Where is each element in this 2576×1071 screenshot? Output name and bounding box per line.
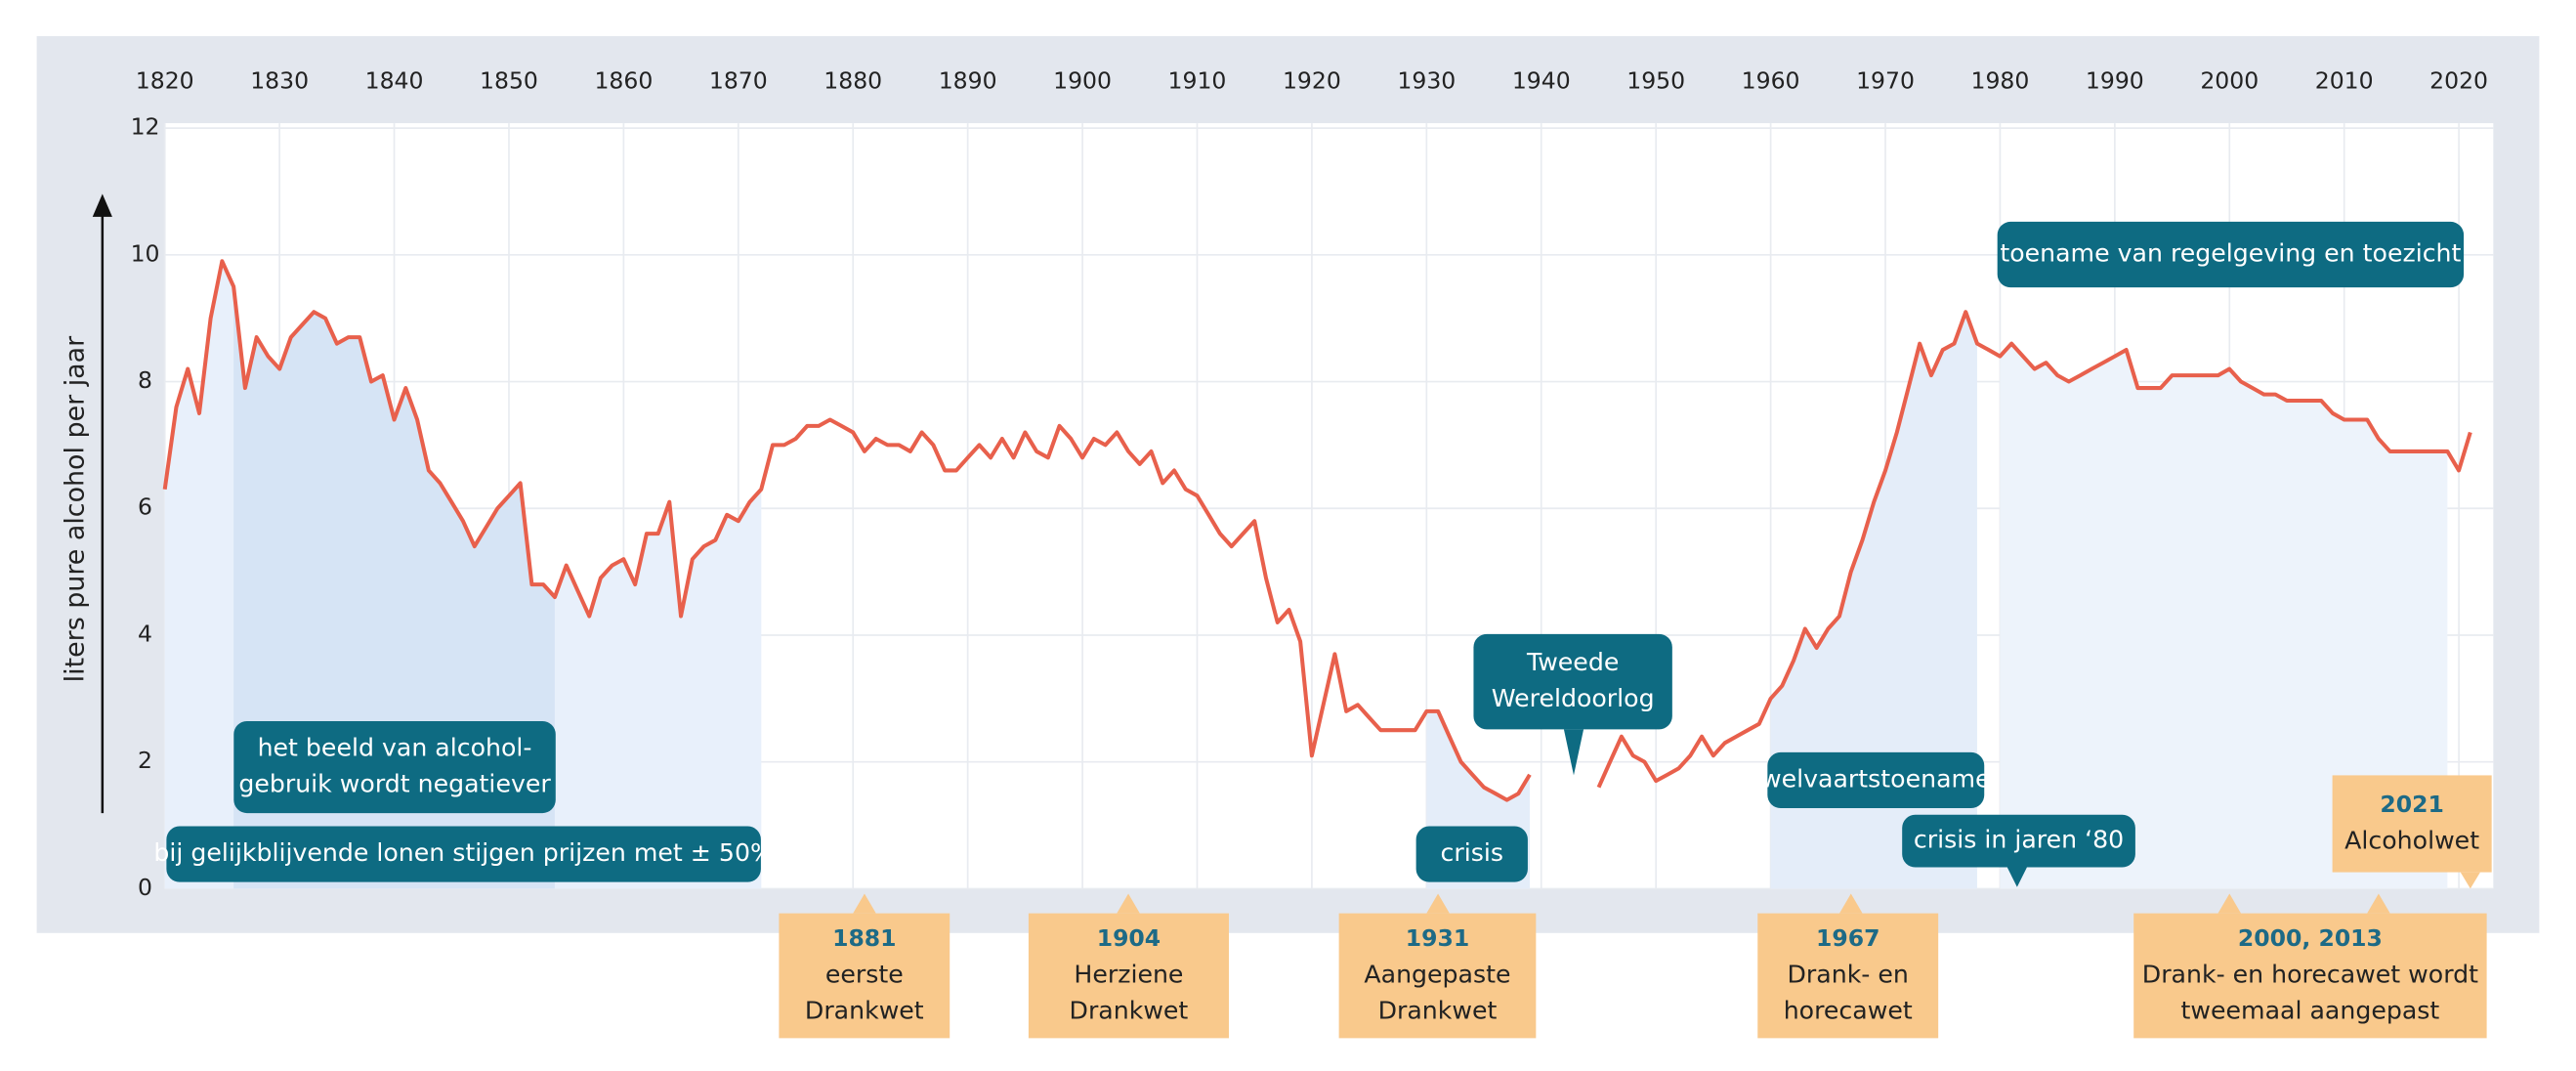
y-tick-label: 0 bbox=[138, 874, 152, 901]
y-axis-label: liters pure alcohol per jaar bbox=[60, 335, 90, 682]
event-text: Aangepaste bbox=[1364, 961, 1510, 989]
period-band bbox=[2000, 343, 2448, 889]
y-axis-arrowhead bbox=[92, 193, 112, 217]
event-text: Drankwet bbox=[1378, 996, 1498, 1024]
y-tick-label: 10 bbox=[131, 239, 160, 267]
event-box bbox=[1028, 913, 1229, 1039]
callout-box bbox=[1415, 826, 1528, 882]
callout-text: Tweede bbox=[1526, 648, 1619, 676]
callout-text: bij gelijkblijvende lonen stijgen prijze… bbox=[153, 838, 774, 867]
x-tick-label: 1960 bbox=[1742, 67, 1800, 95]
y-tick-label: 8 bbox=[138, 366, 152, 394]
event-text: horecawet bbox=[1784, 996, 1913, 1024]
event-year: 1931 bbox=[1406, 924, 1469, 952]
x-tick-label: 1970 bbox=[1856, 67, 1915, 95]
event-year: 1904 bbox=[1097, 924, 1161, 952]
x-tick-label: 1940 bbox=[1512, 67, 1571, 95]
event-year: 1967 bbox=[1816, 924, 1879, 952]
event-box bbox=[2332, 775, 2492, 873]
x-tick-label: 1840 bbox=[365, 67, 424, 95]
callout-text: het beeld van alcohol- bbox=[258, 734, 532, 762]
event-text: eerste bbox=[825, 961, 904, 989]
callout-pointer bbox=[2006, 867, 2027, 887]
event-pointer bbox=[1117, 893, 1140, 914]
event-text: Drankwet bbox=[1070, 996, 1189, 1024]
event-box bbox=[779, 913, 950, 1039]
callout-text: toename van regelgeving en toezicht bbox=[2000, 239, 2461, 268]
event-box bbox=[2133, 913, 2487, 1039]
x-tick-label: 1930 bbox=[1397, 67, 1456, 95]
event-text: Drank- en bbox=[1788, 961, 1909, 989]
x-tick-label: 1900 bbox=[1053, 67, 1112, 95]
x-tick-label: 1860 bbox=[594, 67, 653, 95]
x-tick-label: 1950 bbox=[1626, 67, 1685, 95]
callout-text: crisis in jaren ‘80 bbox=[1914, 826, 2124, 854]
event-text: Herziene bbox=[1074, 961, 1183, 989]
callout-pointer bbox=[1563, 729, 1584, 776]
x-tick-label: 1830 bbox=[250, 67, 309, 95]
event-box bbox=[1757, 913, 1939, 1039]
event-pointer bbox=[2217, 893, 2242, 914]
x-tick-label: 1910 bbox=[1168, 67, 1227, 95]
x-tick-label: 1880 bbox=[823, 67, 882, 95]
x-tick-label: 2020 bbox=[2429, 67, 2488, 95]
event-pointer bbox=[1426, 893, 1450, 914]
x-tick-label: 1870 bbox=[709, 67, 768, 95]
event-text: Drankwet bbox=[805, 996, 924, 1024]
event-pointer bbox=[853, 893, 876, 914]
event-pointer bbox=[2367, 893, 2390, 914]
y-tick-label: 2 bbox=[138, 747, 152, 774]
callout-text: gebruik wordt negatiever bbox=[238, 770, 551, 798]
event-text: Alcoholwet bbox=[2344, 827, 2479, 855]
x-tick-label: 1990 bbox=[2086, 67, 2144, 95]
y-tick-label: 12 bbox=[131, 113, 160, 141]
x-tick-label: 1820 bbox=[136, 67, 194, 95]
event-year: 2000, 2013 bbox=[2238, 924, 2383, 952]
callout-box bbox=[1997, 221, 2465, 288]
event-text: tweemaal aangepast bbox=[2181, 996, 2440, 1024]
callout-box bbox=[1473, 633, 1672, 730]
y-tick-label: 6 bbox=[138, 493, 152, 521]
data-line bbox=[162, 259, 2472, 802]
callout-box bbox=[1902, 814, 2135, 868]
event-box bbox=[1338, 913, 1537, 1039]
event-pointer bbox=[2460, 872, 2480, 889]
callout-box bbox=[233, 720, 556, 814]
x-tick-label: 1980 bbox=[1971, 67, 2030, 95]
period-band bbox=[1770, 312, 1977, 889]
event-year: 1881 bbox=[832, 924, 896, 952]
callout-text: crisis bbox=[1441, 838, 1504, 867]
y-tick-label: 4 bbox=[138, 620, 152, 647]
x-tick-label: 1850 bbox=[480, 67, 538, 95]
x-tick-label: 1920 bbox=[1283, 67, 1341, 95]
callout-text: Wereldoorlog bbox=[1492, 684, 1655, 712]
event-pointer bbox=[1839, 893, 1863, 914]
x-tick-label: 2000 bbox=[2200, 67, 2259, 95]
event-text: Drank- en horecawet wordt bbox=[2142, 961, 2478, 989]
callout-box bbox=[166, 826, 761, 882]
callout-text: welvaartstoename bbox=[1761, 764, 1991, 793]
callout-box bbox=[1767, 751, 1985, 809]
event-year: 2021 bbox=[2380, 791, 2443, 818]
x-tick-label: 1890 bbox=[939, 67, 997, 95]
x-tick-label: 2010 bbox=[2315, 67, 2374, 95]
